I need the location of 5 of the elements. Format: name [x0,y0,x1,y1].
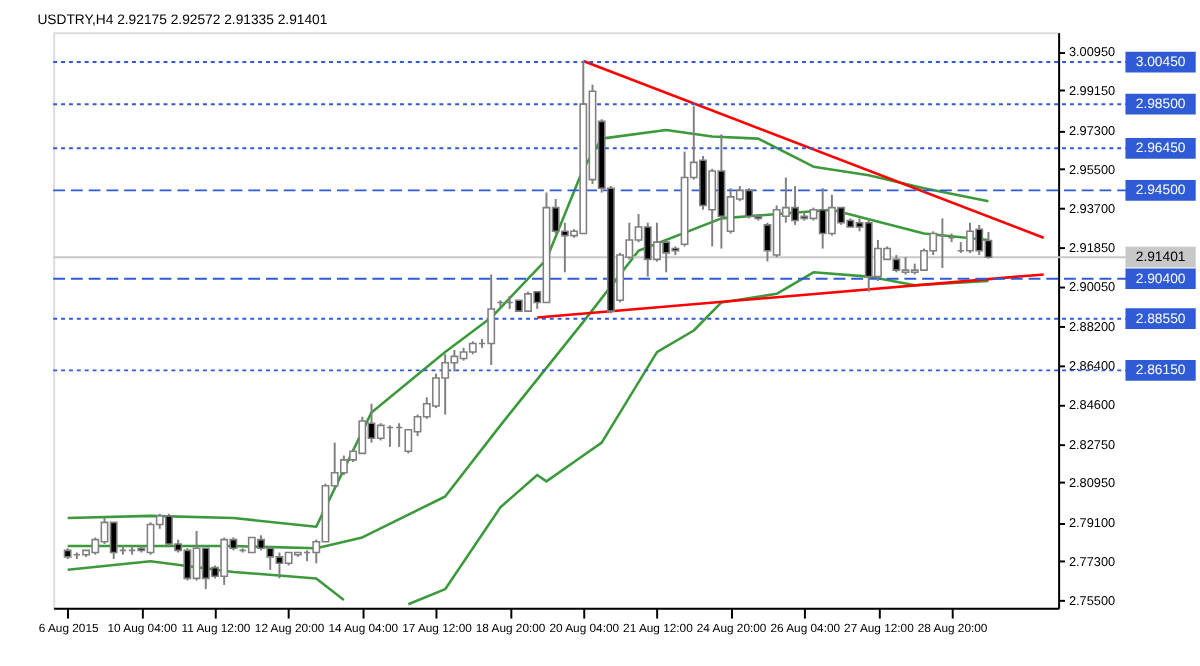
candlestick [487,273,496,366]
candlestick [109,521,118,560]
line-series [66,128,990,528]
line-series [407,271,990,606]
line-series [66,559,346,602]
